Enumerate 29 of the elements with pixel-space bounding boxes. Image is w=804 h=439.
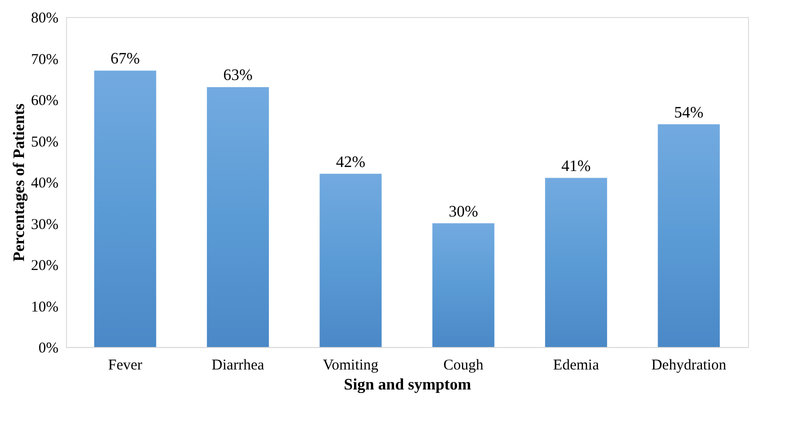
data-label: 41% bbox=[561, 158, 591, 175]
x-tick-label: Vomiting bbox=[322, 358, 379, 374]
bar bbox=[206, 87, 269, 347]
y-tick-label: 20% bbox=[31, 258, 58, 274]
x-tick-label: Edemia bbox=[553, 358, 600, 374]
y-tick-label: 60% bbox=[31, 93, 58, 109]
bar bbox=[658, 124, 720, 347]
x-tick-label: Dehydration bbox=[651, 358, 727, 374]
y-axis-title: Percentages of Patients bbox=[11, 104, 28, 262]
bar bbox=[545, 178, 608, 347]
x-tick-label: Fever bbox=[108, 358, 142, 374]
bar bbox=[320, 174, 382, 347]
data-label: 30% bbox=[448, 203, 478, 220]
y-tick-label: 50% bbox=[31, 134, 58, 150]
y-tick-label: 70% bbox=[31, 52, 58, 68]
bar bbox=[94, 70, 156, 347]
data-label: 42% bbox=[336, 154, 366, 171]
y-tick-label: 40% bbox=[31, 176, 58, 192]
data-label: 54% bbox=[674, 104, 704, 122]
x-tick-label: Cough bbox=[443, 358, 484, 374]
y-tick-label: 30% bbox=[31, 216, 58, 233]
data-label: 67% bbox=[110, 50, 140, 68]
data-label: 63% bbox=[223, 67, 253, 84]
y-tick-label: 0% bbox=[38, 340, 58, 356]
y-tick-label: 80% bbox=[31, 10, 58, 26]
x-tick-label: Diarrhea bbox=[212, 358, 264, 374]
bar bbox=[432, 223, 494, 347]
x-axis-title: Sign and symptom bbox=[344, 376, 472, 394]
y-tick-label: 10% bbox=[31, 299, 58, 316]
